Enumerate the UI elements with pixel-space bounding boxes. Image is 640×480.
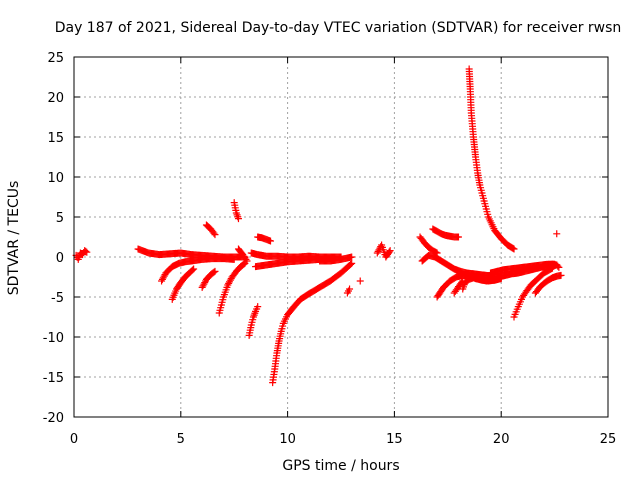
y-tick-label: 0 [56,251,64,266]
data-point [226,276,234,284]
data-point [159,274,167,282]
data-point [555,263,563,271]
data-point [348,259,356,267]
data-point [497,274,505,282]
data-point [198,283,206,291]
data-point [239,261,247,269]
data-point [243,257,251,265]
y-tick-labels: -20 -15 -10 -5 0 5 10 15 20 25 [43,51,64,426]
y-tick-label: 10 [47,171,64,186]
data-point [554,262,562,270]
data-point [158,275,166,283]
y-tick-label: -10 [43,331,64,346]
data-point [225,279,233,287]
data-point [454,233,462,241]
data-point [230,255,238,263]
data-point [210,229,218,237]
data-point [211,267,219,275]
data-point [211,231,219,239]
data-point [267,237,275,245]
data-point [348,253,356,261]
x-tick-label: 15 [386,432,403,447]
y-tick-label: 25 [47,51,64,66]
data-point [83,248,91,256]
data-point [199,282,207,290]
data-point [200,280,208,288]
plot-frame [73,56,609,418]
data-points [72,65,565,387]
data-point [224,281,232,289]
y-tick-label: -15 [43,371,64,386]
data-point [160,272,168,280]
x-tick-label: 25 [600,432,617,447]
data-point [510,245,518,253]
data-point [210,268,218,276]
data-point [242,255,250,263]
data-point [347,260,355,268]
data-point [189,266,197,274]
x-axis-title: GPS time / hours [282,458,399,474]
data-point [201,279,209,287]
x-tick-label: 5 [177,432,185,447]
data-point [234,215,242,223]
y-tick-label: 20 [47,91,64,106]
axis-ticks [73,56,609,418]
x-tick-label: 10 [279,432,296,447]
data-point [158,277,166,285]
y-axis-title: SDTVAR / TECUs [6,181,22,296]
chart-title: Day 187 of 2021, Sidereal Day-to-day VTE… [55,20,622,36]
data-point [240,260,248,268]
data-point [190,265,198,273]
y-tick-label: -5 [51,291,64,306]
y-tick-label: 15 [47,131,64,146]
x-tick-label: 20 [493,432,510,447]
data-point [557,271,565,279]
data-point [386,247,394,255]
y-tick-label: -20 [43,411,64,426]
data-point [356,277,364,285]
data-point [82,247,90,255]
data-point [374,247,382,255]
data-point [553,230,561,238]
grid [74,57,608,417]
data-point [346,285,354,293]
y-tick-label: 5 [56,211,64,226]
x-tick-labels: 0 5 10 15 20 25 [70,432,616,447]
data-point [433,249,441,257]
data-point [226,278,234,286]
data-point [373,249,381,257]
data-point [385,248,393,256]
x-tick-label: 0 [70,432,78,447]
data-point [254,303,262,311]
